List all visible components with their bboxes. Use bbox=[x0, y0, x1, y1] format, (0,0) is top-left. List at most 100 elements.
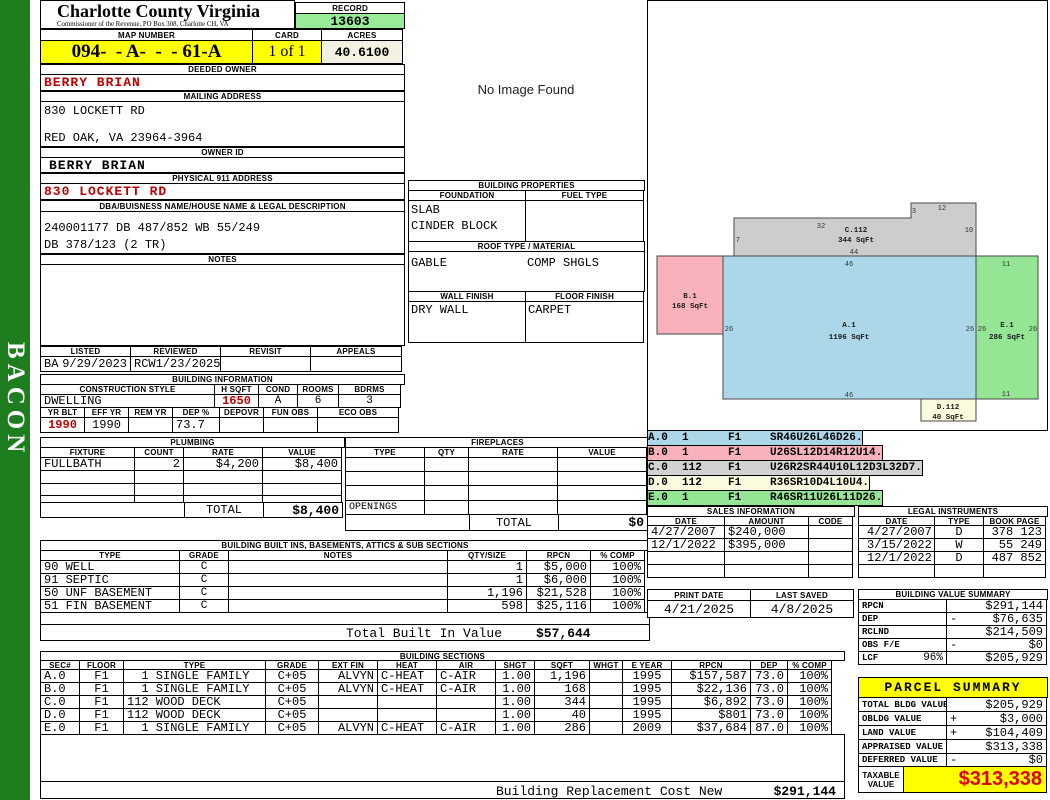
section-heat: C-HEAT bbox=[377, 669, 437, 683]
builtin-notes bbox=[228, 599, 448, 613]
table-row bbox=[40, 483, 345, 496]
review-block: LISTED REVIEWED REVISIT APPEALS BA 9/29/2… bbox=[40, 346, 405, 372]
section-eyear: 1995 bbox=[622, 669, 672, 683]
section-grade: C+05 bbox=[265, 695, 319, 709]
builtin-qty: 1 bbox=[447, 560, 527, 574]
vs-amount: $0 bbox=[1028, 638, 1043, 652]
section-air: C-AIR bbox=[436, 682, 496, 696]
parcel-value: + $104,409 bbox=[946, 725, 1047, 740]
vs-pct: 96% bbox=[923, 652, 943, 664]
depovr-value bbox=[219, 417, 264, 433]
builtin-type: 50 UNF BASEMENT bbox=[40, 586, 180, 600]
section-rpcn: $157,587 bbox=[671, 669, 751, 683]
section-heat bbox=[377, 708, 437, 722]
vs-label-text: RCLND bbox=[862, 627, 890, 637]
table-row: 50 UNF BASEMENT C 1,196 $21,528 100% bbox=[40, 586, 650, 600]
table-row: A.0 F1 1 SINGLE FAMILY C+05 ALVYN C-HEAT… bbox=[40, 669, 845, 683]
dim-label: 26 bbox=[966, 326, 974, 334]
vec-sec: B.0 bbox=[648, 447, 668, 459]
section-extfin bbox=[318, 708, 378, 722]
parcel-op: + bbox=[950, 725, 958, 740]
fireplaces-total-label: TOTAL bbox=[469, 514, 559, 531]
table-row: RCLND $214,509 bbox=[858, 625, 1048, 639]
listed-value: BA 9/29/2023 bbox=[40, 356, 131, 372]
section-air: C-AIR bbox=[436, 721, 496, 735]
table-row: 91 SEPTIC C 1 $6,000 100% bbox=[40, 573, 650, 587]
map-number-value: 094- - A- - - 61-A bbox=[40, 40, 253, 64]
section-shgt: 1.00 bbox=[495, 682, 535, 696]
table-row bbox=[647, 551, 855, 565]
section-type: 112 WOOD DECK bbox=[123, 708, 266, 722]
footer-row: Building Replacement Cost New $291,144 bbox=[40, 781, 845, 799]
county-title: Charlotte County Virginia bbox=[57, 1, 261, 21]
taxable-label: TAXABLE VALUE bbox=[858, 766, 904, 793]
builtin-grade: C bbox=[179, 573, 229, 587]
mailing-line1: 830 LOCKETT RD bbox=[44, 104, 145, 118]
vs-value: $214,509 bbox=[946, 625, 1047, 639]
table-row: FULLBATH 2 $4,200 $8,400 bbox=[40, 457, 345, 471]
section-comp: 100% bbox=[787, 721, 832, 735]
section-eyear: 1995 bbox=[622, 682, 672, 696]
vec-qty: 112 bbox=[682, 462, 702, 474]
section-whgt bbox=[589, 669, 623, 683]
builtins-total-value: $57,644 bbox=[536, 626, 591, 641]
section-eyear: 1995 bbox=[622, 708, 672, 722]
print-date-value: 4/21/2025 bbox=[647, 600, 751, 618]
building-info-block: BUILDING INFORMATION CONSTRUCTION STYLE … bbox=[40, 374, 405, 433]
listed-by: BA bbox=[44, 357, 59, 371]
section-shgt: 1.00 bbox=[495, 708, 535, 722]
table-row bbox=[858, 564, 1048, 578]
legal-line1: 240001177 DB 487/852 WB 55/249 bbox=[44, 221, 261, 235]
vs-amount: $291,144 bbox=[985, 599, 1043, 613]
sketch-sqft-E: 286 SqFt bbox=[989, 334, 1025, 342]
vector-row-cell: C.0 112 F1 U26R2SR44U10L12D3L32D7. bbox=[647, 460, 923, 476]
funobs-value bbox=[263, 417, 318, 433]
legal-line2: DB 378/123 (2 TR) bbox=[44, 238, 167, 252]
sketch-sqft-C: 344 SqFt bbox=[838, 237, 874, 245]
section-air bbox=[436, 695, 496, 709]
vec-floor: F1 bbox=[728, 462, 742, 474]
foundation-line1: SLAB bbox=[411, 203, 440, 217]
table-row: 4/27/2007 D 378 123 bbox=[858, 525, 1048, 539]
fireplaces-block: FIREPLACES TYPE QTY RATE VALUE OPENINGS … bbox=[345, 437, 650, 531]
vec-sec: E.0 bbox=[648, 492, 668, 504]
section-whgt bbox=[589, 708, 623, 722]
section-air: C-AIR bbox=[436, 669, 496, 683]
dim-label: 26 bbox=[725, 326, 733, 334]
vs-amount: $205,929 bbox=[985, 651, 1043, 665]
vector-row: A.0 1 F1 SR46U26L46D26. bbox=[647, 430, 1048, 446]
builtin-grade: C bbox=[179, 586, 229, 600]
reviewed-date: 1/23/2025 bbox=[155, 357, 221, 371]
construction-style-value: DWELLING bbox=[40, 394, 215, 408]
building-properties-block: BUILDING PROPERTIES FOUNDATION FUEL TYPE… bbox=[408, 180, 645, 343]
table-row: D.0 F1 112 WOOD DECK C+05 1.00 40 1995 $… bbox=[40, 708, 845, 722]
sale-amount: $395,000 bbox=[724, 538, 809, 552]
legal-description-block: DBA/BUISNESS NAME/HOUSE NAME & LEGAL DES… bbox=[40, 200, 405, 254]
sketch-area-E bbox=[975, 255, 1039, 400]
parcel-value: $313,338 bbox=[946, 739, 1047, 754]
table-row: B.0 F1 1 SINGLE FAMILY C+05 ALVYN C-HEAT… bbox=[40, 682, 845, 696]
map-card-acres: MAP NUMBER CARD ACRES 094- - A- - - 61-A… bbox=[40, 29, 405, 64]
table-row: C.0 F1 112 WOOD DECK C+05 1.00 344 1995 … bbox=[40, 695, 845, 709]
roof-type-value: GABLE bbox=[411, 256, 448, 270]
bdrms-value: 3 bbox=[338, 394, 401, 408]
sketch-area-B bbox=[656, 255, 724, 335]
section-shgt: 1.00 bbox=[495, 721, 535, 735]
parcel-label: TOTAL BLDG VALUE bbox=[858, 697, 948, 712]
vec-floor: F1 bbox=[728, 447, 742, 459]
legal-type: W bbox=[934, 538, 984, 552]
builtin-notes bbox=[228, 573, 448, 587]
fireplaces-openings-row: OPENINGS bbox=[345, 500, 650, 515]
vector-row-cell: E.0 1 F1 R46SR11U26L11D26. bbox=[647, 490, 884, 506]
table-row: E.0 F1 1 SINGLE FAMILY C+05 ALVYN C-HEAT… bbox=[40, 721, 845, 735]
table-row: 3/15/2022 W 55 249 bbox=[858, 538, 1048, 552]
vs-label: DEP bbox=[858, 612, 947, 626]
section-sec: C.0 bbox=[40, 695, 80, 709]
sketch-panel: 32 3 12 10 7 44 46 26 26 26 26 11 46 11 … bbox=[647, 0, 1048, 431]
appeals-value bbox=[310, 356, 402, 372]
section-rpcn: $37,684 bbox=[671, 721, 751, 735]
builtin-rpcn: $25,116 bbox=[526, 599, 591, 613]
vs-label: LCF 96% bbox=[858, 651, 947, 665]
cond-value: A bbox=[258, 394, 298, 408]
vs-label-text: DEP bbox=[862, 614, 879, 624]
